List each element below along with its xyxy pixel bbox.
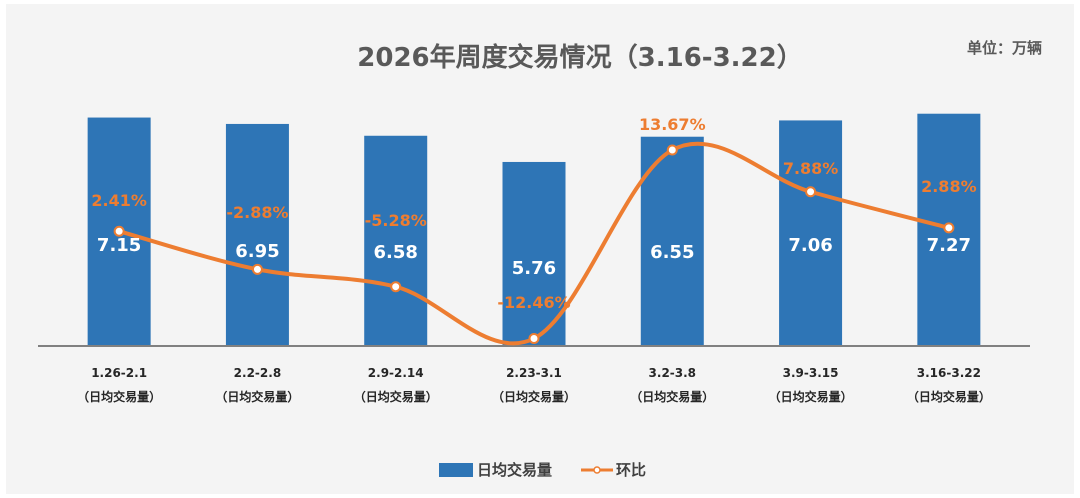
line-point (251, 263, 263, 275)
bar-value-label: 5.76 (512, 258, 556, 279)
category-sublabel: （日均交易量） (77, 389, 161, 404)
bar (225, 123, 289, 346)
category-label: 3.9-3.15 (783, 366, 839, 380)
legend: 日均交易量 环比 (439, 461, 646, 479)
chart-svg: 2026年周度交易情况（3.16-3.22） 单位：万辆 7.15 6.95 6.5… (38, 39, 1042, 479)
category-label: 1.26-2.1 (91, 366, 147, 380)
category-sublabel: （日均交易量） (769, 389, 853, 404)
bar-value-label: 6.95 (235, 241, 279, 262)
bar-value-label: 7.27 (927, 235, 971, 256)
bar (640, 136, 704, 346)
bar-value-label: 6.58 (374, 242, 418, 263)
legend-line-marker (593, 466, 601, 474)
bar (364, 135, 428, 346)
line-series (113, 141, 955, 346)
legend-bar-label: 日均交易量 (477, 461, 552, 479)
line-value-labels: 2.41% -2.88% -5.28% -12.46% 13.67% 7.88% 2.88% (91, 115, 976, 312)
line-point (943, 222, 955, 234)
category-label: 3.16-3.22 (917, 366, 981, 380)
line-value-label: -12.46% (497, 293, 570, 312)
line-point (390, 281, 402, 293)
line-value-label: 2.88% (921, 177, 977, 196)
line-value-label: 7.88% (783, 159, 839, 178)
line-point (666, 144, 678, 156)
category-sublabel: （日均交易量） (354, 389, 438, 404)
chart-title: 2026年周度交易情况（3.16-3.22） (357, 42, 802, 73)
bar (779, 120, 843, 346)
bar (502, 161, 566, 346)
legend-line-label: 环比 (616, 461, 646, 479)
unit-label: 单位：万辆 (967, 39, 1042, 57)
category-label: 2.9-2.14 (368, 366, 424, 380)
category-sublabel: （日均交易量） (907, 389, 991, 404)
line-point (805, 186, 817, 198)
legend-bar-swatch (439, 463, 473, 477)
bar-value-labels: 7.15 6.95 6.58 5.76 6.55 7.06 7.27 (97, 235, 971, 279)
line-value-label: -2.88% (226, 203, 288, 222)
category-labels: 1.26-2.1 （日均交易量） 2.2-2.8 （日均交易量） 2.9-2.14 （日均… (77, 366, 991, 404)
category-sublabel: （日均交易量） (630, 389, 714, 404)
bar-value-label: 6.55 (650, 242, 694, 263)
chart-frame: 2026年周度交易情况（3.16-3.22） 单位：万辆 7.15 6.95 6.5… (6, 4, 1074, 494)
line-value-label: -5.28% (365, 211, 427, 230)
bar-value-label: 7.15 (97, 235, 141, 256)
line-point (113, 225, 125, 237)
category-sublabel: （日均交易量） (492, 389, 576, 404)
line-point (528, 332, 540, 344)
category-label: 2.2-2.8 (234, 366, 282, 380)
category-sublabel: （日均交易量） (215, 389, 299, 404)
line-value-label: 13.67% (639, 115, 706, 134)
category-label: 2.23-3.1 (506, 366, 562, 380)
bar-series (87, 113, 981, 347)
line-value-label: 2.41% (91, 191, 147, 210)
bar-value-label: 7.06 (788, 235, 832, 256)
category-label: 3.2-3.8 (649, 366, 697, 380)
